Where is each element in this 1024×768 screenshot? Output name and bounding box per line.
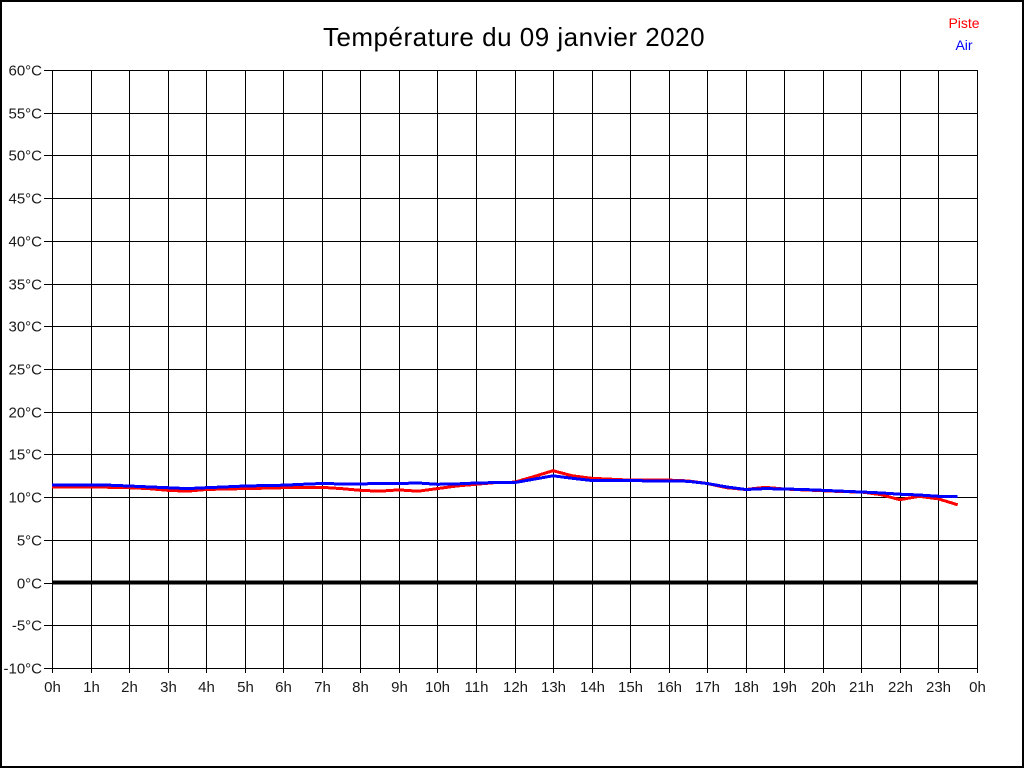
y-tick-label: -10°C [3,661,42,678]
x-tick-label: 0h [44,679,61,696]
y-tick-label: 45°C [8,191,42,208]
y-tick-label: 30°C [8,319,42,336]
y-tick-label: 10°C [8,490,42,507]
y-tick-label: 55°C [8,106,42,123]
legend: Piste Air [904,12,1022,56]
x-tick-label: 16h [657,679,682,696]
y-tick-label: 60°C [8,63,42,80]
x-tick-label: 22h [888,679,913,696]
y-tick-label: 20°C [8,405,42,422]
x-tick-label: 2h [121,679,138,696]
y-tick-label: 35°C [8,277,42,294]
x-tick-label: 7h [314,679,331,696]
x-tick-label: 8h [352,679,369,696]
y-tick-label: 40°C [8,234,42,251]
legend-item-piste: Piste [948,15,980,31]
series-line-air [52,474,958,498]
y-tick-label: 25°C [8,362,42,379]
x-tick-label: 15h [618,679,643,696]
x-tick-label: 12h [503,679,528,696]
y-tick-label: 0°C [17,576,42,593]
y-tick-label: 5°C [17,533,42,550]
legend-item-air: Air [955,37,973,53]
x-tick-label: 6h [275,679,292,696]
x-tick-label: 3h [160,679,177,696]
x-tick-label: 9h [391,679,408,696]
y-tick-label: -5°C [12,618,42,635]
x-tick-label: 11h [465,679,489,696]
x-tick-label: 18h [734,679,759,696]
x-tick-label: 19h [772,679,797,696]
x-tick-label: 17h [695,679,720,696]
x-tick-label: 14h [580,679,605,696]
x-tick-label: 23h [926,679,951,696]
y-tick-label: 50°C [8,148,42,165]
chart-title: Température du 09 janvier 2020 [322,22,706,52]
x-tick-label: 21h [849,679,874,696]
x-tick-label: 1h [83,679,100,696]
x-tick-label: 0h [969,679,986,696]
y-tick-label: 15°C [8,447,42,464]
x-tick-label: 5h [237,679,254,696]
x-tick-label: 10h [425,679,450,696]
x-tick-label: 20h [811,679,836,696]
x-tick-label: 4h [198,679,215,696]
x-tick-label: 13h [541,679,566,696]
